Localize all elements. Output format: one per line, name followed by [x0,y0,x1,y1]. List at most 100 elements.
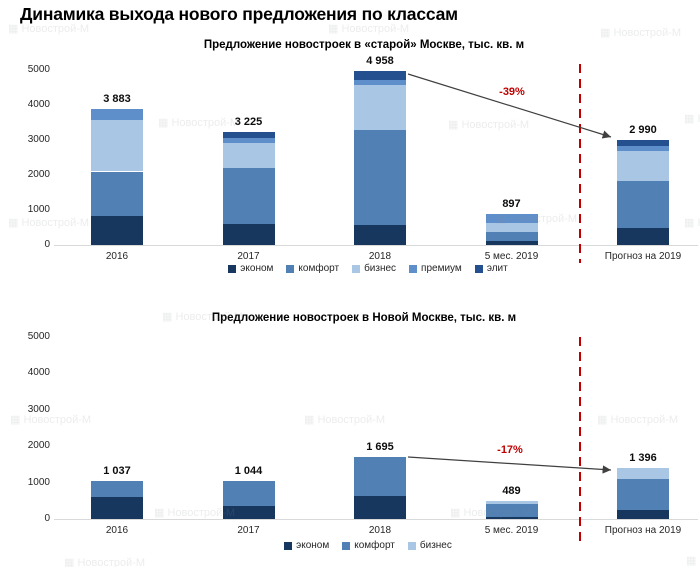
bar-total-label: 2 990 [629,124,657,137]
legend-item-комфорт: комфорт [342,540,395,551]
bar-total-label: 1 695 [366,441,394,454]
category-label: 5 мес. 2019 [484,525,539,536]
bar-segment-премиум [222,138,275,144]
legend-item-премиум: премиум [409,263,462,274]
bar-segment-элит [617,140,669,146]
bar-segment-комфорт [485,504,538,517]
legend-swatch [407,541,416,550]
x-axis-line [54,519,698,520]
bar-segment-комфорт [485,232,538,242]
bar-total-label: 1 044 [234,464,263,477]
y-tick-label: 5000 [27,331,50,342]
bar-total-label: 4 958 [366,55,394,68]
bar-segment-эконом [617,228,669,245]
bar-segment-бизнес [485,223,538,233]
y-tick-label: 1000 [27,204,50,215]
bar-segment-эконом [91,215,143,245]
legend-label: комфорт [354,540,395,551]
category-label: 2017 [237,251,260,262]
legend-label: бизнес [419,540,452,551]
y-tick-label: 2000 [27,169,50,180]
bar-segment-эконом [91,497,143,519]
bar-total-label: 489 [502,485,521,498]
bar-segment-эконом [222,224,275,245]
y-tick-label: 4000 [27,367,50,379]
bar-segment-бизнес [617,468,669,480]
bar-segment-бизнес [91,119,143,172]
legend-item-комфорт: комфорт [286,263,339,274]
bar-segment-бизнес [222,143,275,168]
bar-segment-бизнес [617,151,669,182]
legend-label: комфорт [298,263,340,274]
bar-segment-бизнес [354,84,406,130]
category-label: 5 мес. 2019 [484,251,539,262]
chart-title-old-moscow: Предложение новостроек в «старой» Москве… [203,39,525,51]
bar-total-label: 897 [502,197,521,210]
legend-swatch [286,264,295,273]
legend-swatch [474,264,483,273]
bar-segment-комфорт [222,167,275,225]
bar-segment-элит [222,132,275,139]
y-tick-label: 5000 [27,64,50,75]
legend-item-бизнес: бизнес [352,263,396,274]
category-label: 2016 [105,525,129,536]
bar-total-label: 3 883 [103,93,131,106]
y-tick-label: 2000 [27,440,50,452]
bar-segment-комфорт [222,480,275,506]
y-tick-label: 4000 [27,99,50,110]
bar-segment-эконом [485,241,538,245]
percent-change-label-top: -39% [499,86,525,98]
bar-segment-эконом [354,225,406,245]
bar-segment-комфорт [91,481,143,498]
y-tick-label: 3000 [27,134,50,145]
legend-label: эконом [296,540,330,551]
chart-legend: эконом комфорт бизнес премиум элит [36,263,700,274]
category-label: 2018 [368,251,392,262]
legend-item-бизнес: бизнес [407,540,452,551]
legend-item-эконом: эконом [284,540,329,551]
legend-item-эконом: эконом [228,263,273,274]
bar-segment-элит [354,71,406,80]
category-label: Прогноз на 2019 [604,251,682,262]
legend-label: эконом [240,263,274,274]
y-tick-label: 3000 [27,403,50,415]
percent-change-label-bottom: -17% [497,444,523,456]
legend-swatch [409,264,418,273]
legend-item-элит: элит [474,263,508,274]
page-title: Динамика выхода нового предложения по кл… [20,4,458,24]
bar-segment-комфорт [354,457,406,497]
legend-swatch [342,541,351,550]
category-label: 2016 [105,251,129,262]
bar-segment-бизнес [485,501,538,505]
chart-title-new-moscow: Предложение новостроек в Новой Москве, т… [211,312,517,324]
bar-total-label: 1 037 [103,465,131,478]
x-axis-line [54,245,698,246]
bar-segment-премиум [91,109,143,120]
bar-segment-премиум [617,145,669,152]
bar-segment-комфорт [91,171,143,216]
legend-swatch [228,264,237,273]
bar-segment-премиум [485,213,538,224]
bar-segment-эконом [485,516,538,519]
category-label: 2018 [368,525,392,536]
legend-swatch [284,541,293,550]
chart-legend: эконом комфорт бизнес [36,540,700,551]
y-tick-label: 1000 [27,476,50,488]
legend-label: премиум [421,263,462,274]
bar-segment-эконом [354,496,406,519]
bar-segment-комфорт [354,129,406,226]
bar-segment-комфорт [617,479,669,511]
y-tick-label: 0 [44,239,50,250]
legend-label: элит [486,263,508,274]
bar-segment-эконом [617,510,669,519]
bar-total-label: 1 396 [629,452,657,465]
bar-segment-комфорт [617,181,669,229]
category-label: Прогноз на 2019 [604,525,682,536]
bar-total-label: 3 225 [234,116,263,129]
bar-segment-премиум [354,79,406,85]
category-label: 2017 [237,525,260,536]
bar-segment-эконом [222,505,275,519]
